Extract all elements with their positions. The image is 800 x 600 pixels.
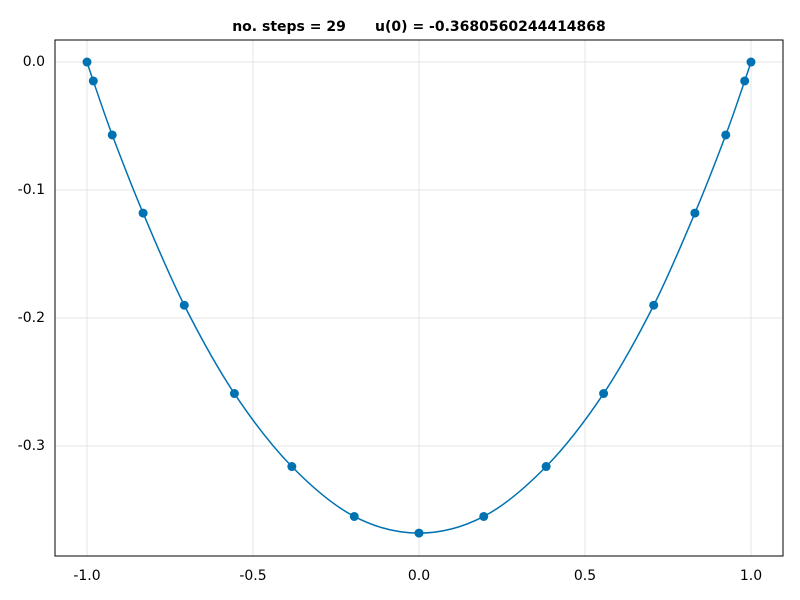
data-point	[179, 300, 189, 310]
x-tick-label: -1.0	[73, 568, 100, 584]
data-point	[746, 57, 756, 67]
x-tick-label: 0.0	[408, 568, 430, 584]
y-tick-label: 0.0	[23, 54, 45, 70]
y-tick-label: -0.1	[18, 182, 45, 198]
x-tick-label: -0.5	[239, 568, 266, 584]
data-point	[599, 389, 609, 399]
data-point	[229, 389, 239, 399]
x-tick-label: 1.0	[740, 568, 762, 584]
data-point	[721, 130, 731, 140]
y-tick-label: -0.2	[18, 310, 45, 326]
data-point	[88, 76, 98, 86]
data-point	[349, 511, 359, 521]
data-point	[82, 57, 92, 67]
data-point	[690, 208, 700, 218]
data-point	[479, 511, 489, 521]
plot-frame	[54, 39, 784, 557]
y-tick-label: -0.3	[18, 438, 45, 454]
data-point	[649, 300, 659, 310]
data-point	[740, 76, 750, 86]
data-point	[138, 208, 148, 218]
data-point	[414, 528, 424, 538]
data-point	[287, 462, 297, 472]
data-point	[541, 462, 551, 472]
chart-title: no. steps = 29 u(0) = -0.368056024441486…	[232, 19, 606, 35]
data-point	[107, 130, 117, 140]
x-tick-label: 0.5	[574, 568, 596, 584]
